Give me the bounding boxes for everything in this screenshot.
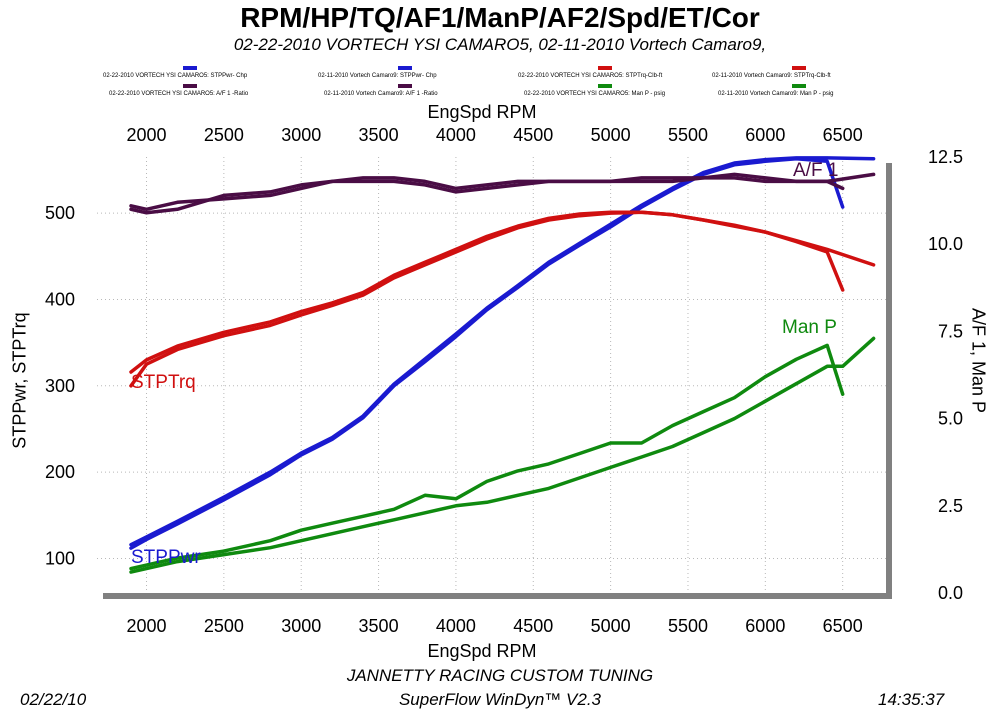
x-tick-label-bottom: 2500	[204, 616, 244, 636]
y-right-tick-label: 0.0	[938, 583, 963, 603]
series-line-4	[129, 210, 876, 374]
legend-label: 02-11-2010 Vortech Camaro9: STPTrq-Clb-f…	[712, 73, 831, 79]
legend-label: 02-22-2010 VORTECH YSI CAMARO5: STPPwr- …	[103, 73, 248, 79]
footer-date: 02/22/10	[20, 690, 87, 709]
legend-swatch	[792, 66, 806, 70]
y-right-tick-label: 2.5	[938, 496, 963, 516]
annotation-manp: Man P	[782, 317, 837, 338]
x-tick-label-bottom: 6000	[745, 616, 785, 636]
x-tick-label-top: 3500	[359, 125, 399, 145]
x-axis-title-bottom: EngSpd RPM	[427, 641, 537, 661]
series-line-8	[129, 336, 876, 574]
x-tick-label-bottom: 3000	[281, 616, 321, 636]
x-tick-label-top: 3000	[281, 125, 321, 145]
y-right-tick-label: 10.0	[928, 234, 963, 254]
x-axis-title-top: EngSpd RPM	[427, 102, 537, 122]
x-tick-label-top: 5000	[591, 125, 631, 145]
y-left-tick-label: 300	[45, 376, 75, 396]
x-tick-label-top: 2000	[126, 125, 166, 145]
annotation-trq: STPTrq	[131, 372, 196, 393]
x-tick-label-bottom: 3500	[359, 616, 399, 636]
legend-swatch	[398, 84, 412, 88]
y-left-tick-label: 500	[45, 203, 75, 223]
footer-software: SuperFlow WinDyn™ V2.3	[398, 690, 602, 709]
x-tick-label-top: 6000	[745, 125, 785, 145]
y-right-tick-label: 12.5	[928, 147, 963, 167]
footer-shop: JANNETTY RACING CUSTOM TUNING	[346, 666, 654, 685]
legend-label: 02-22-2010 VORTECH YSI CAMARO5: STPTrq-C…	[518, 73, 663, 79]
legend-label: 02-22-2010 VORTECH YSI CAMARO5: Man P - …	[524, 91, 666, 97]
annotation-af: A/F 1	[793, 160, 838, 181]
series-line-7	[129, 343, 845, 571]
x-tick-label-bottom: 4500	[513, 616, 553, 636]
legend-swatch	[183, 66, 197, 70]
legend-label: 02-11-2010 Vortech Camaro9: Man P - psig	[718, 91, 834, 97]
series-line-2	[129, 156, 876, 547]
legend-label: 02-11-2010 Vortech Camaro9: A/F 1 -Ratio	[324, 91, 438, 97]
legend-swatch	[792, 84, 806, 88]
legend-label: 02-22-2010 VORTECH YSI CAMARO5: A/F 1 -R…	[109, 91, 249, 97]
y-left-tick-label: 100	[45, 548, 75, 568]
legend-swatch	[183, 84, 197, 88]
x-tick-label-top: 6500	[823, 125, 863, 145]
series-line-5	[129, 172, 845, 215]
y-right-tick-label: 5.0	[938, 409, 963, 429]
series-line-6	[129, 172, 876, 212]
legend-swatch	[598, 84, 612, 88]
y-left-tick-label: 200	[45, 462, 75, 482]
x-tick-label-top: 4500	[513, 125, 553, 145]
annotation-pwr: STPPwr	[131, 547, 201, 568]
legend-swatch	[398, 66, 412, 70]
x-tick-label-top: 4000	[436, 125, 476, 145]
footer-time: 14:35:37	[878, 690, 945, 709]
x-tick-label-bottom: 5500	[668, 616, 708, 636]
legend-label: 02-11-2010 Vortech Camaro9: STPPwr- Chp	[318, 73, 437, 79]
legend-swatch	[598, 66, 612, 70]
chart-title: RPM/HP/TQ/AF1/ManP/AF2/Spd/ET/Cor	[240, 2, 760, 33]
x-tick-label-bottom: 4000	[436, 616, 476, 636]
x-tick-label-top: 5500	[668, 125, 708, 145]
y-right-tick-label: 7.5	[938, 321, 963, 341]
x-tick-label-bottom: 6500	[823, 616, 863, 636]
y-left-tick-label: 400	[45, 289, 75, 309]
x-tick-label-bottom: 5000	[591, 616, 631, 636]
chart-subtitle: 02-22-2010 VORTECH YSI CAMARO5, 02-11-20…	[233, 35, 767, 54]
x-tick-label-bottom: 2000	[126, 616, 166, 636]
x-tick-label-top: 2500	[204, 125, 244, 145]
